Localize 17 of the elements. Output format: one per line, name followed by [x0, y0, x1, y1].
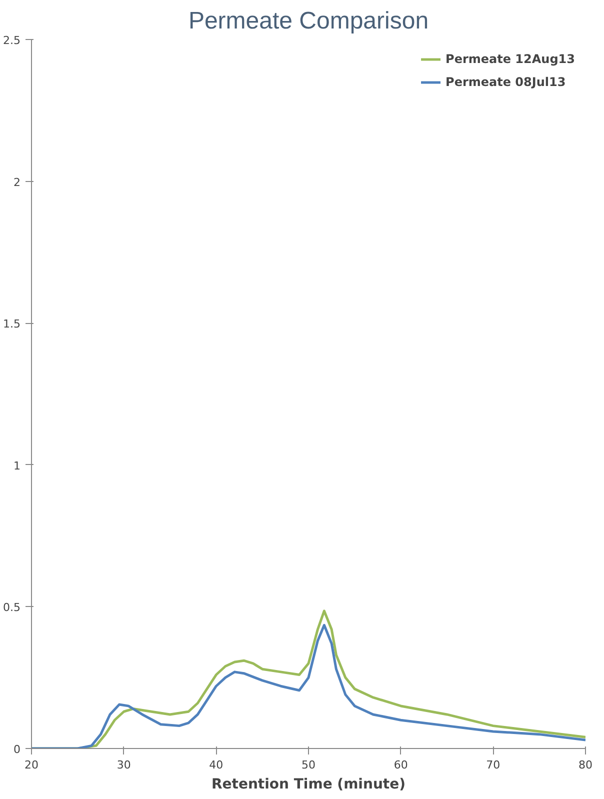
x-tick-label: 20: [24, 758, 38, 772]
x-tick-label: 50: [302, 758, 316, 772]
chart-title: Permeate Comparison: [188, 8, 429, 34]
y-tick-label: 1.5: [3, 318, 21, 331]
y-tick-label: 0.5: [3, 601, 21, 614]
y-tick-label: 1: [14, 459, 20, 472]
y-tick-label: 2: [14, 176, 20, 189]
y-tick-label: 0: [14, 743, 20, 756]
x-tick-label: 40: [209, 758, 224, 772]
legend-label: Permeate 12Aug13: [446, 52, 575, 66]
x-tick-label: 30: [116, 758, 131, 772]
x-tick-label: 60: [394, 758, 408, 772]
x-axis-title: Retention Time (minute): [212, 776, 406, 792]
x-tick-label: 70: [486, 758, 500, 772]
legend-label: Permeate 08Jul13: [446, 75, 566, 89]
x-tick-label: 80: [578, 758, 592, 772]
y-tick-label: 2.5: [3, 34, 21, 47]
